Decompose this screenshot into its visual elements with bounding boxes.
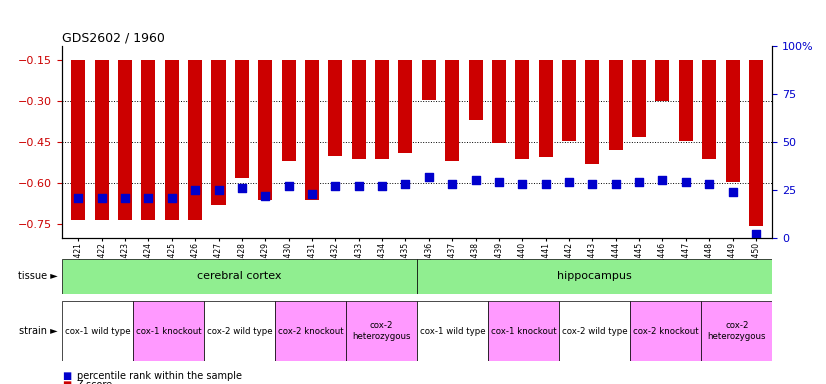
Text: cox-2 wild type: cox-2 wild type	[206, 327, 273, 336]
Text: cox-1 wild type: cox-1 wild type	[420, 327, 486, 336]
Point	[703, 181, 716, 187]
Point	[306, 191, 319, 197]
Text: cox-2 knockout: cox-2 knockout	[278, 327, 344, 336]
Bar	[445, 60, 459, 161]
Bar	[398, 60, 412, 153]
Bar	[133, 301, 204, 361]
Bar	[417, 301, 488, 361]
Point	[188, 187, 202, 193]
Text: ■: ■	[62, 380, 71, 384]
Bar	[62, 301, 133, 361]
Bar	[71, 60, 85, 220]
Bar	[328, 60, 342, 156]
Text: strain ►: strain ►	[19, 326, 58, 336]
Point	[282, 183, 295, 189]
Text: cox-2
heterozygous: cox-2 heterozygous	[708, 321, 766, 341]
Point	[726, 189, 739, 195]
Point	[469, 177, 482, 184]
Point	[422, 174, 435, 180]
Text: cox-1 wild type: cox-1 wild type	[64, 327, 131, 336]
Point	[212, 187, 225, 193]
Bar	[492, 60, 506, 144]
Point	[515, 181, 529, 187]
Bar	[352, 60, 366, 159]
Bar	[656, 60, 670, 101]
Text: cox-2 knockout: cox-2 knockout	[633, 327, 699, 336]
Point	[329, 183, 342, 189]
Text: GDS2602 / 1960: GDS2602 / 1960	[62, 32, 165, 45]
Point	[679, 179, 692, 185]
Bar	[632, 60, 646, 137]
Point	[352, 183, 365, 189]
Text: ■: ■	[62, 371, 71, 381]
Text: cox-2 wild type: cox-2 wild type	[562, 327, 628, 336]
Bar	[725, 60, 739, 182]
Text: cox-2
heterozygous: cox-2 heterozygous	[353, 321, 411, 341]
Point	[492, 179, 506, 185]
Bar	[141, 60, 155, 220]
Bar	[559, 301, 630, 361]
Point	[142, 195, 155, 201]
Bar	[562, 60, 576, 141]
Bar	[305, 60, 319, 200]
Bar	[375, 60, 389, 159]
Point	[609, 181, 622, 187]
Text: cox-1 knockout: cox-1 knockout	[135, 327, 202, 336]
Bar	[702, 60, 716, 159]
Bar	[417, 259, 772, 294]
Point	[633, 179, 646, 185]
Text: cox-1 knockout: cox-1 knockout	[491, 327, 557, 336]
Point	[445, 181, 458, 187]
Text: cerebral cortex: cerebral cortex	[197, 271, 282, 281]
Bar	[259, 60, 273, 200]
Point	[539, 181, 553, 187]
Bar	[118, 60, 132, 220]
Bar	[282, 60, 296, 161]
Point	[376, 183, 389, 189]
Point	[563, 179, 576, 185]
Point	[586, 181, 599, 187]
Bar	[515, 60, 529, 159]
Point	[95, 195, 108, 201]
Point	[656, 177, 669, 184]
Bar	[235, 60, 249, 178]
Bar	[275, 301, 346, 361]
Bar	[749, 60, 763, 226]
Bar	[346, 301, 417, 361]
Bar	[188, 60, 202, 220]
Point	[165, 195, 178, 201]
Point	[259, 193, 272, 199]
Bar	[204, 301, 275, 361]
Bar	[95, 60, 109, 220]
Point	[72, 195, 85, 201]
Bar	[468, 60, 482, 120]
Bar	[679, 60, 693, 141]
Bar	[422, 60, 436, 99]
Bar	[62, 259, 417, 294]
Text: tissue ►: tissue ►	[18, 271, 58, 281]
Bar	[609, 60, 623, 150]
Point	[749, 231, 762, 237]
Bar	[211, 60, 225, 205]
Text: percentile rank within the sample: percentile rank within the sample	[77, 371, 242, 381]
Point	[118, 195, 131, 201]
Bar	[164, 60, 178, 220]
Text: Z-score: Z-score	[77, 380, 113, 384]
Bar	[630, 301, 701, 361]
Bar	[539, 60, 553, 157]
Point	[235, 185, 249, 191]
Point	[399, 181, 412, 187]
Bar	[701, 301, 772, 361]
Bar	[488, 301, 559, 361]
Bar	[586, 60, 600, 164]
Text: hippocampus: hippocampus	[558, 271, 632, 281]
